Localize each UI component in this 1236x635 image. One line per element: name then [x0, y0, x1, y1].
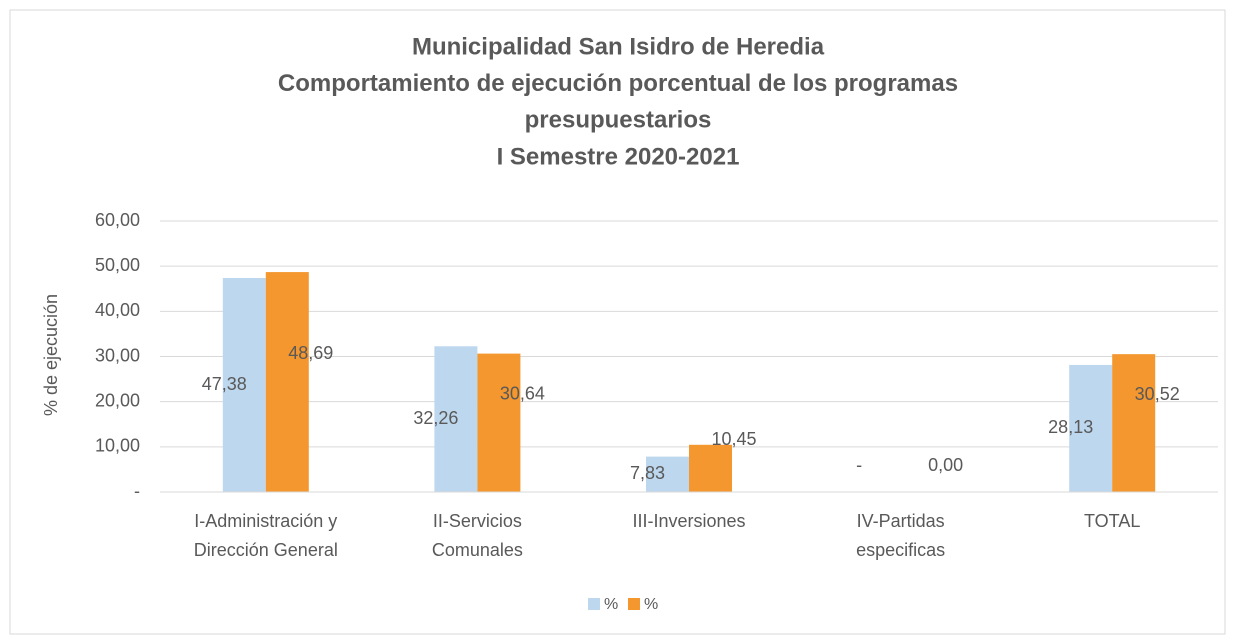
data-label: 32,26	[413, 408, 458, 428]
data-label: 7,83	[630, 463, 665, 483]
x-tick-label: Dirección General	[194, 540, 338, 560]
y-tick-label: -	[134, 481, 140, 501]
legend-label: %	[644, 596, 658, 613]
chart-title: I Semestre 2020-2021	[497, 143, 740, 170]
bar	[1069, 364, 1113, 492]
legend-label: %	[604, 596, 618, 613]
bar	[1112, 354, 1156, 492]
data-label: 0,00	[928, 455, 963, 475]
x-tick-label: III-Inversiones	[632, 511, 745, 531]
legend-swatch	[588, 598, 600, 610]
bar	[477, 353, 521, 492]
x-tick-label: IV-Partidas	[857, 511, 945, 531]
x-tick-label: especificas	[856, 540, 945, 560]
bar	[689, 444, 732, 492]
x-tick-label: I-Administración y	[194, 511, 337, 531]
chart-title: presupuestarios	[525, 107, 712, 134]
bar	[265, 272, 309, 492]
y-tick-label: 30,00	[95, 345, 140, 365]
bar	[222, 278, 266, 492]
x-tick-label: II-Servicios	[433, 511, 522, 531]
chart-title: Municipalidad San Isidro de Heredia	[412, 33, 825, 60]
x-tick-label: Comunales	[432, 540, 523, 560]
data-label: 10,45	[711, 429, 756, 449]
data-label: 30,64	[500, 384, 545, 404]
legend-swatch	[628, 598, 640, 610]
y-tick-label: 20,00	[95, 390, 140, 410]
y-tick-label: 40,00	[95, 300, 140, 320]
data-label: 48,69	[288, 343, 333, 363]
y-tick-label: 10,00	[95, 436, 140, 456]
x-tick-label: TOTAL	[1084, 511, 1140, 531]
bar	[646, 456, 689, 492]
y-tick-label: 50,00	[95, 255, 140, 275]
data-label: 28,13	[1048, 417, 1093, 437]
data-label: -	[856, 455, 862, 475]
data-label: 30,52	[1135, 384, 1180, 404]
data-label: 47,38	[202, 374, 247, 394]
bar	[434, 346, 478, 492]
chart-title: Comportamiento de ejecución porcentual d…	[278, 70, 958, 97]
chart-border	[9, 9, 1226, 635]
y-tick-label: 60,00	[95, 210, 140, 230]
y-axis-label: % de ejecución	[41, 294, 61, 416]
